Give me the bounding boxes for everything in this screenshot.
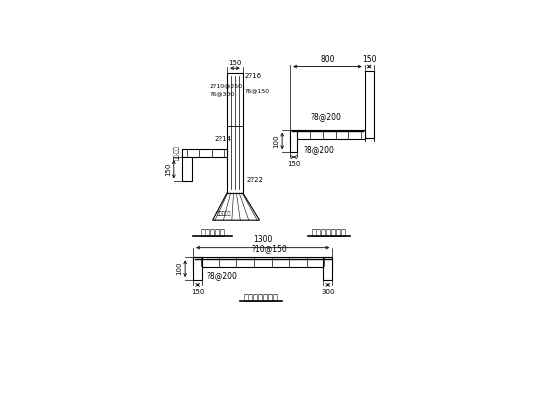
- Text: 2?14: 2?14: [214, 136, 231, 142]
- Text: ?8@200: ?8@200: [310, 113, 341, 121]
- Text: 300: 300: [321, 289, 334, 295]
- Text: 150: 150: [228, 60, 241, 66]
- Text: 1300: 1300: [253, 236, 272, 244]
- Text: 150: 150: [191, 289, 204, 295]
- Text: 100: 100: [274, 134, 279, 148]
- Bar: [365, 71, 374, 138]
- Text: 2?10@250: 2?10@250: [209, 84, 242, 89]
- Text: 150: 150: [287, 161, 301, 167]
- Text: 800: 800: [320, 55, 335, 64]
- Bar: [193, 257, 202, 280]
- Bar: [182, 157, 192, 181]
- Bar: [290, 130, 365, 139]
- Text: 150: 150: [362, 55, 376, 64]
- Bar: [193, 257, 332, 267]
- Text: ?8@200: ?8@200: [304, 145, 335, 154]
- Text: 底台板配筋图二: 底台板配筋图二: [244, 293, 279, 302]
- Text: ?6@300: ?6@300: [209, 92, 235, 97]
- Polygon shape: [213, 193, 259, 220]
- Bar: [182, 149, 227, 157]
- Text: ?8@200: ?8@200: [207, 271, 238, 280]
- Text: 150: 150: [165, 163, 171, 176]
- Text: 底台阶步架: 底台阶步架: [200, 228, 225, 238]
- Bar: [227, 73, 242, 193]
- Text: ?10@150: ?10@150: [251, 244, 287, 254]
- Text: ?6@150: ?6@150: [244, 88, 269, 93]
- Text: 钢柱·柱脚: 钢柱·柱脚: [174, 146, 180, 160]
- Text: 2?22: 2?22: [246, 177, 263, 183]
- Bar: [323, 257, 332, 280]
- Text: 土地稳定地: 土地稳定地: [217, 211, 231, 216]
- Text: 100: 100: [176, 262, 183, 276]
- Bar: [290, 130, 297, 152]
- Text: 底台板配筋图一: 底台板配筋图一: [311, 228, 347, 238]
- Text: 2?16: 2?16: [244, 73, 262, 79]
